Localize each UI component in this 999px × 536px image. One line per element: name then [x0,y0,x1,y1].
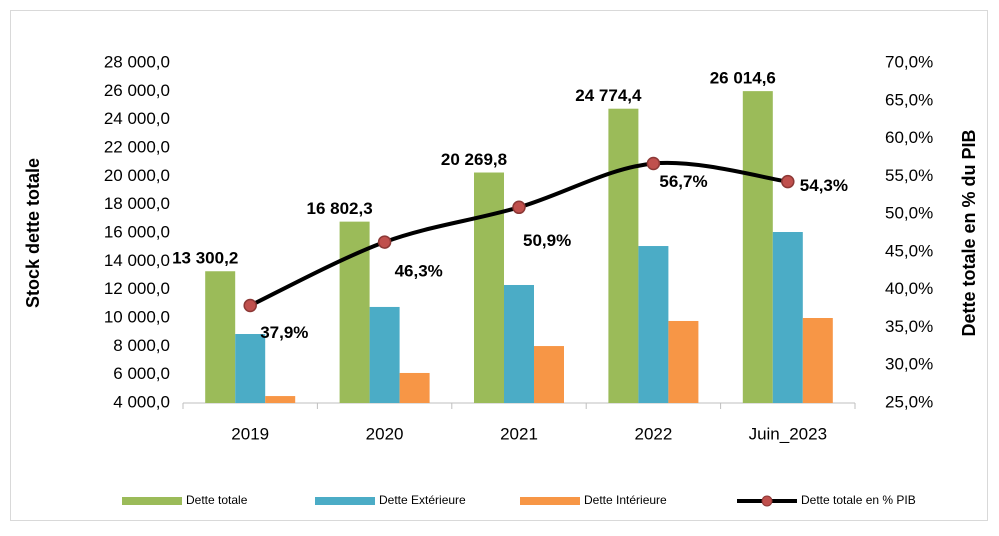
y2-tick-label: 45,0% [885,241,933,260]
line-value-label: 56,7% [659,172,707,191]
y-tick-label: 18 000,0 [104,194,170,213]
legend-label: Dette totale en % PIB [801,493,916,507]
y-tick-label: 24 000,0 [104,109,170,128]
bar [399,372,430,403]
y2-tick-label: 50,0% [885,204,933,223]
y-tick-label: 20 000,0 [104,166,170,185]
bar [742,91,773,404]
line-marker [377,235,392,249]
legend-marker [761,495,773,507]
bar [504,284,534,403]
y-tick-label: 4 000,0 [113,392,170,411]
y-axis-title: Stock dette totale [23,158,43,308]
line-value-label: 50,9% [523,231,571,250]
y-tick-label: 8 000,0 [113,336,170,355]
line-marker [512,200,526,215]
legend-label: Dette totale [186,493,248,507]
bar-value-label: 16 802,3 [307,199,373,218]
line-marker [646,156,661,171]
line-value-label: 46,3% [395,262,443,281]
x-tick-label: 2022 [634,424,672,443]
bar [235,334,266,403]
y-tick-label: 16 000,0 [104,222,170,241]
y-tick-label: 14 000,0 [104,251,170,270]
y-tick-label: 6 000,0 [113,364,170,383]
bar [668,320,699,403]
y-tick-label: 28 000,0 [104,52,170,71]
bar [205,271,236,403]
bar [265,396,296,403]
bar [608,108,639,404]
line-value-label: 54,3% [800,176,848,195]
y2-tick-label: 65,0% [885,90,933,109]
legend-swatch [122,497,182,505]
line-marker [781,174,795,189]
y2-tick-label: 30,0% [885,355,933,374]
y-tick-label: 10 000,0 [104,307,170,326]
y-tick-label: 12 000,0 [104,279,170,298]
y-tick-label: 26 000,0 [104,81,170,100]
line-value-label: 37,9% [260,323,308,342]
bar [802,318,833,403]
y-tick-label: 22 000,0 [104,137,170,156]
line-marker [243,298,257,313]
legend-swatch [520,497,580,505]
bar-value-label: 13 300,2 [172,249,238,268]
legend-label: Dette Extérieure [379,493,466,507]
bar-value-label: 20 269,8 [441,150,507,169]
y2-tick-label: 70,0% [885,52,933,71]
y2-tick-label: 35,0% [885,317,933,336]
x-tick-label: 2019 [231,424,269,443]
legend-label: Dette Intérieure [584,493,667,507]
x-tick-label: Juin_2023 [749,424,827,443]
bar [534,346,564,403]
y2-tick-label: 25,0% [885,392,933,411]
bar-value-label: 24 774,4 [575,86,642,105]
y2-tick-label: 40,0% [885,279,933,298]
bar-value-label: 26 014,6 [710,69,776,88]
bar [474,172,504,403]
bar [638,246,669,403]
legend-swatch [315,497,375,505]
y2-tick-label: 55,0% [885,166,933,185]
bar [772,232,803,403]
y2-axis-title: Dette totale en % du PIB [959,129,979,336]
x-tick-label: 2021 [500,424,538,443]
x-tick-label: 2020 [366,424,404,443]
y2-tick-label: 60,0% [885,128,933,147]
bar [369,306,400,403]
